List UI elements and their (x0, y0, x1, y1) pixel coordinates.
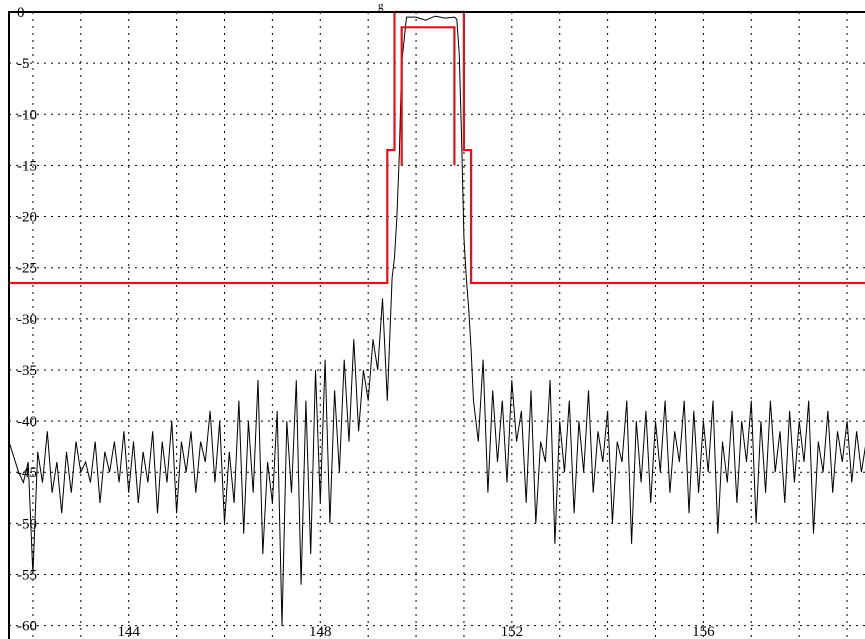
chart-title: g (378, 0, 384, 12)
y-tick-label: -5 (17, 56, 30, 72)
y-tick-label: -30 (17, 312, 37, 328)
y-tick-label: -40 (17, 414, 37, 430)
tick-labels: 0-5-10-15-20-25-30-35-40-45-50-55-60 144 1… (17, 5, 715, 639)
y-tick-label: -55 (17, 568, 37, 584)
plot-frame (8, 11, 865, 639)
y-tick-label: -10 (17, 107, 37, 123)
x-tick-label: 144 (117, 624, 140, 639)
y-tick-label: -20 (17, 210, 37, 226)
spectrum-line (8, 15, 865, 626)
x-tick-label: 148 (309, 624, 332, 639)
y-tick-label: -50 (17, 516, 37, 532)
x-tick-label: 152 (501, 624, 524, 639)
y-tick-label: -45 (17, 465, 37, 481)
mask-line (400, 26, 456, 166)
y-tick-label: -35 (17, 363, 37, 379)
y-tick-label: -15 (17, 158, 37, 174)
y-tick-label: -25 (17, 261, 37, 277)
y-tick-label: -60 (17, 619, 37, 635)
x-tick-label: 156 (692, 624, 715, 639)
